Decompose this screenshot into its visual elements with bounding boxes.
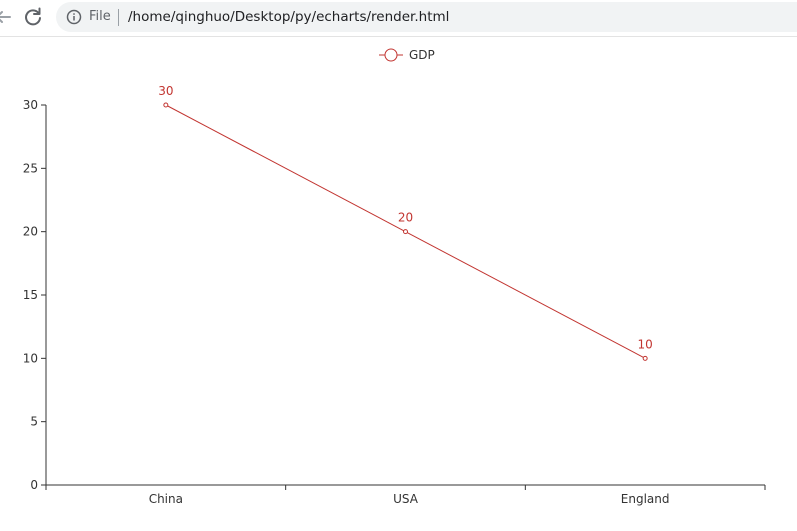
chart-area: GDP 0 5 10 15 20 25 30 China USA England 30 20 10 <box>0 37 797 527</box>
url-text[interactable]: /home/qinghuo/Desktop/py/echarts/render.… <box>128 9 450 25</box>
address-bar[interactable]: File /home/qinghuo/Desktop/py/echarts/re… <box>56 2 797 32</box>
x-tick-label: China <box>149 492 183 506</box>
arrow-left-icon[interactable] <box>0 6 14 28</box>
data-point <box>642 355 648 361</box>
y-tick-label: 20 <box>23 225 38 239</box>
file-scheme-label: File <box>89 9 111 24</box>
data-label: 30 <box>158 84 173 98</box>
y-axis: 0 5 10 15 20 25 30 <box>23 98 47 492</box>
address-divider <box>118 9 119 26</box>
data-label: 20 <box>398 211 413 225</box>
y-tick-label: 30 <box>23 98 38 112</box>
chart-legend[interactable]: GDP <box>379 48 435 62</box>
data-point <box>403 229 408 235</box>
series-group: 30 20 10 <box>158 84 653 361</box>
x-tick-label: USA <box>393 492 419 506</box>
y-tick-label: 0 <box>30 478 38 492</box>
legend-label: GDP <box>409 48 435 62</box>
y-tick-label: 10 <box>23 351 38 365</box>
y-tick-label: 15 <box>23 288 38 302</box>
legend-marker-icon <box>384 48 398 62</box>
x-axis: China USA England <box>45 484 766 506</box>
info-icon[interactable] <box>66 9 82 25</box>
y-tick-label: 25 <box>23 161 38 175</box>
reload-icon[interactable] <box>22 6 44 28</box>
browser-toolbar: File /home/qinghuo/Desktop/py/echarts/re… <box>0 0 797 37</box>
data-label: 10 <box>638 337 653 351</box>
line-chart: GDP 0 5 10 15 20 25 30 China USA England 30 20 10 <box>23 48 766 506</box>
x-tick-label: England <box>621 492 670 506</box>
y-tick-label: 5 <box>30 415 38 429</box>
data-point <box>163 102 169 108</box>
